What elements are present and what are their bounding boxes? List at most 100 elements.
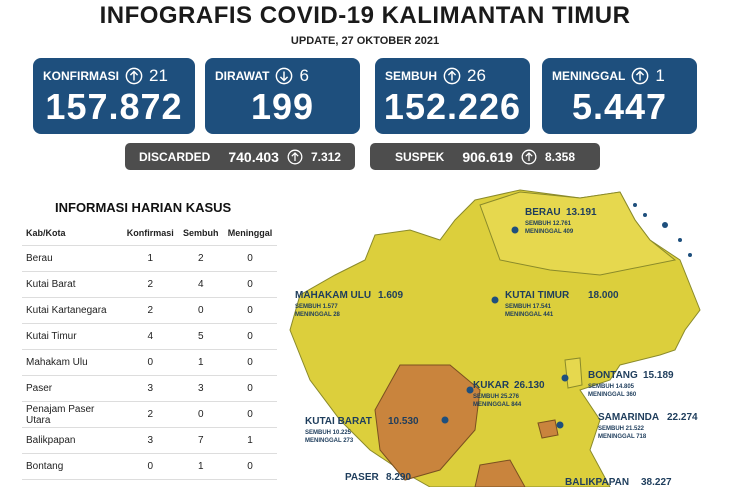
region-recovered: SEMBUH 12.761 (525, 221, 572, 227)
arrow-icon (631, 67, 649, 85)
cell-value: 0 (178, 401, 224, 428)
cell-value: 0 (223, 349, 277, 376)
stat-value: 740.403 (228, 148, 279, 165)
region-name: PASER (345, 472, 379, 483)
arrow-icon (276, 67, 293, 85)
region-dot (561, 374, 569, 382)
region-name: Kutai Barat (22, 271, 122, 298)
stat-pill: SUSPEK 906.619 8.358 (370, 143, 600, 170)
header-row: Kab/Kota Konfirmasi Sembuh Meninggal (22, 220, 277, 246)
cell-value: 0 (223, 323, 277, 350)
arrow-icon (521, 149, 537, 164)
region-name: BALIKPAPAN (565, 477, 629, 487)
table-row: Penajam Paser Utara 2 0 0 (22, 401, 277, 428)
region-name: Penajam Paser Utara (22, 401, 122, 428)
region-name: BERAU (525, 207, 561, 218)
card-label: SEMBUH (385, 69, 438, 83)
stat-value: 906.619 (462, 148, 513, 165)
map-labels: BERAU 13.191 SEMBUH 12.761 MENINGGAL 409 MAH… (295, 207, 698, 487)
paser-area (474, 459, 526, 487)
cell-value: 0 (178, 297, 224, 324)
cell-value: 0 (223, 271, 277, 298)
cell-value: 1 (223, 427, 277, 454)
region-recovered: SEMBUH 14.805 (588, 384, 635, 390)
cell-value: 0 (223, 453, 277, 480)
arrow-icon (125, 67, 143, 85)
region-recovered: SEMBUH 10.225 (305, 430, 352, 436)
column-header: Meninggal (223, 220, 277, 246)
cell-value: 0 (122, 453, 179, 480)
region-name: Balikpapan (22, 427, 122, 454)
summary-card: DIRAWAT 6 199 (205, 58, 360, 134)
cell-value: 3 (122, 427, 179, 454)
cell-value: 0 (223, 297, 277, 324)
region-recovered: SEMBUH 1.577 (295, 304, 338, 310)
card-value: 152.226 (383, 86, 522, 127)
stat-label: DISCARDED (139, 149, 211, 164)
cell-value: 4 (122, 323, 179, 350)
card-header: DIRAWAT 6 (215, 66, 309, 86)
table-title: INFORMASI HARIAN KASUS (55, 200, 232, 215)
region-total: 38.227 (641, 477, 672, 487)
card-header: SEMBUH 26 (385, 66, 486, 86)
region-dot (511, 226, 519, 234)
arrow-icon (443, 67, 461, 85)
region-total: 8.290 (386, 472, 411, 483)
table-row: Berau 1 2 0 (22, 245, 277, 272)
table-row: Mahakam Ulu 0 1 0 (22, 349, 277, 376)
card-label: KONFIRMASI (43, 69, 119, 83)
region-deaths: MENINGGAL 273 (305, 438, 354, 444)
stat-pill: DISCARDED 740.403 7.312 (125, 143, 355, 170)
card-label: MENINGGAL (552, 69, 626, 83)
column-header: Konfirmasi (122, 220, 179, 246)
cell-value: 4 (178, 271, 224, 298)
table-row: Paser 3 3 0 (22, 375, 277, 402)
cell-value: 1 (122, 245, 179, 272)
card-header: MENINGGAL 1 (552, 66, 665, 86)
region-recovered: SEMBUH 21.522 (598, 426, 645, 432)
islands (633, 203, 692, 257)
column-header: Kab/Kota (22, 220, 122, 246)
region-dot (441, 416, 449, 424)
table-row: Kutai Timur 4 5 0 (22, 323, 277, 350)
cell-value: 1 (178, 349, 224, 376)
daily-table: Kab/Kota Konfirmasi Sembuh Meninggal Berau 1 2… (22, 220, 277, 480)
map: BERAU 13.191 SEMBUH 12.761 MENINGGAL 409 MAH… (289, 189, 701, 487)
region-deaths: MENINGGAL 844 (473, 402, 522, 408)
arrow-icon (287, 149, 303, 164)
samarinda-area (537, 419, 559, 439)
summary-card: MENINGGAL 1 5.447 (542, 58, 697, 134)
region-total: 1.609 (378, 290, 403, 301)
card-value: 5.447 (571, 86, 668, 127)
region-name: Kutai Timur (22, 323, 122, 350)
cell-value: 0 (223, 245, 277, 272)
region-name: KUTAI BARAT (305, 416, 372, 427)
column-header: Sembuh (178, 220, 224, 246)
cell-value: 5 (178, 323, 224, 350)
cell-value: 7 (178, 427, 224, 454)
cell-value: 1 (178, 453, 224, 480)
stat-change: 7.312 (310, 149, 341, 164)
cell-value: 3 (178, 375, 224, 402)
card-change: 1 (655, 66, 665, 85)
title: INFOGRAFIS COVID-19 KALIMANTAN TIMUR (99, 2, 631, 29)
region-deaths: MENINGGAL 409 (525, 229, 574, 235)
region-total: 10.530 (388, 416, 419, 427)
cell-value: 0 (122, 349, 179, 376)
cell-value: 0 (223, 375, 277, 402)
card-label: DIRAWAT (215, 69, 270, 83)
region-name: Kutai Kartanegara (22, 297, 122, 324)
card-value: 157.872 (45, 86, 183, 127)
table-row: Kutai Barat 2 4 0 (22, 271, 277, 298)
card-change: 26 (467, 66, 486, 85)
summary-card: KONFIRMASI 21 157.872 (33, 58, 195, 134)
region-name: SAMARINDA (598, 412, 659, 423)
region-dot (556, 421, 564, 429)
card-header: KONFIRMASI 21 (43, 66, 168, 86)
stat-change: 8.358 (544, 149, 575, 164)
region-name: MAHAKAM ULU (295, 290, 371, 301)
summary-card: SEMBUH 26 152.226 (375, 58, 530, 134)
cell-value: 3 (122, 375, 179, 402)
region-name: BONTANG (588, 370, 638, 381)
